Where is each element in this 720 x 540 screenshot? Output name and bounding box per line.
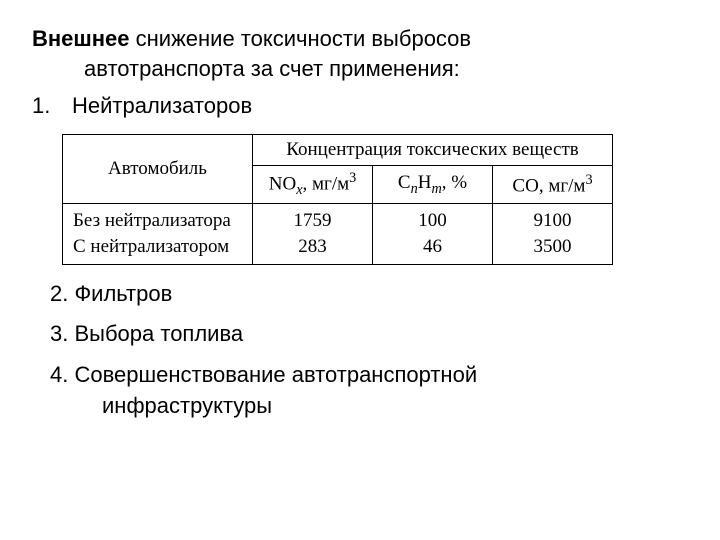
list-item-4: 4. Совершенствование автотранспортной ин… <box>32 360 688 422</box>
list-item-2: 2. Фильтров <box>32 279 688 310</box>
cell-co: 9100 3500 <box>493 204 613 264</box>
cnhm-m: m <box>431 181 441 197</box>
table-wrapper: Автомобиль Концентрация токсических веще… <box>32 134 688 264</box>
slide-content: Внешнее снижение токсичности выбросов ав… <box>0 0 720 446</box>
row2-label: С нейтрализатором <box>73 236 229 257</box>
header-concentration: Концентрация токсических веществ <box>253 135 613 166</box>
list-item-3: 3. Выбора топлива <box>32 319 688 350</box>
item4-line2: инфраструктуры <box>50 391 688 422</box>
cell-labels: Без нейтрализатора С нейтрализатором <box>63 204 253 264</box>
co-sup: 3 <box>585 172 592 188</box>
neutralizer-table: Автомобиль Концентрация токсических веще… <box>62 134 613 264</box>
table-header-row-1: Автомобиль Концентрация токсических веще… <box>63 135 613 166</box>
cell-ch: 100 46 <box>373 204 493 264</box>
cnhm-n: n <box>411 181 418 197</box>
co-label: CO, мг/м <box>512 175 585 196</box>
list-item-1: 1.Нейтрализаторов <box>32 91 688 122</box>
item4-line1: 4. Совершенствование автотранспортной <box>50 362 477 387</box>
row2-co: 3500 <box>534 236 572 257</box>
title-line1: снижение токсичности выбросов <box>130 26 472 51</box>
cnhm-h: H <box>418 172 432 193</box>
row1-label: Без нейтрализатора <box>73 210 231 231</box>
title-block: Внешнее снижение токсичности выбросов ав… <box>32 24 688 83</box>
title-line2: автотранспорта за счет применения: <box>32 54 688 84</box>
cnhm-c: C <box>398 172 411 193</box>
row2-ch: 46 <box>423 236 442 257</box>
title-bold: Внешнее <box>32 26 130 51</box>
row2-nox: 283 <box>298 236 327 257</box>
header-automobile: Автомобиль <box>63 135 253 204</box>
item1-number: 1. <box>32 91 72 122</box>
cell-nox: 1759 283 <box>253 204 373 264</box>
item1-text: Нейтрализаторов <box>72 93 252 118</box>
header-cnhm: CnHm, % <box>373 166 493 204</box>
header-co: CO, мг/м3 <box>493 166 613 204</box>
nox-unit: , мг/м <box>303 174 350 195</box>
table-data-row: Без нейтрализатора С нейтрализатором 175… <box>63 204 613 264</box>
cnhm-unit: , % <box>442 172 467 193</box>
nox-label: NO <box>269 174 296 195</box>
row1-ch: 100 <box>418 210 447 231</box>
row1-co: 9100 <box>534 210 572 231</box>
row1-nox: 1759 <box>294 210 332 231</box>
header-nox: NOx, мг/м3 <box>253 166 373 204</box>
nox-sup: 3 <box>349 170 356 186</box>
